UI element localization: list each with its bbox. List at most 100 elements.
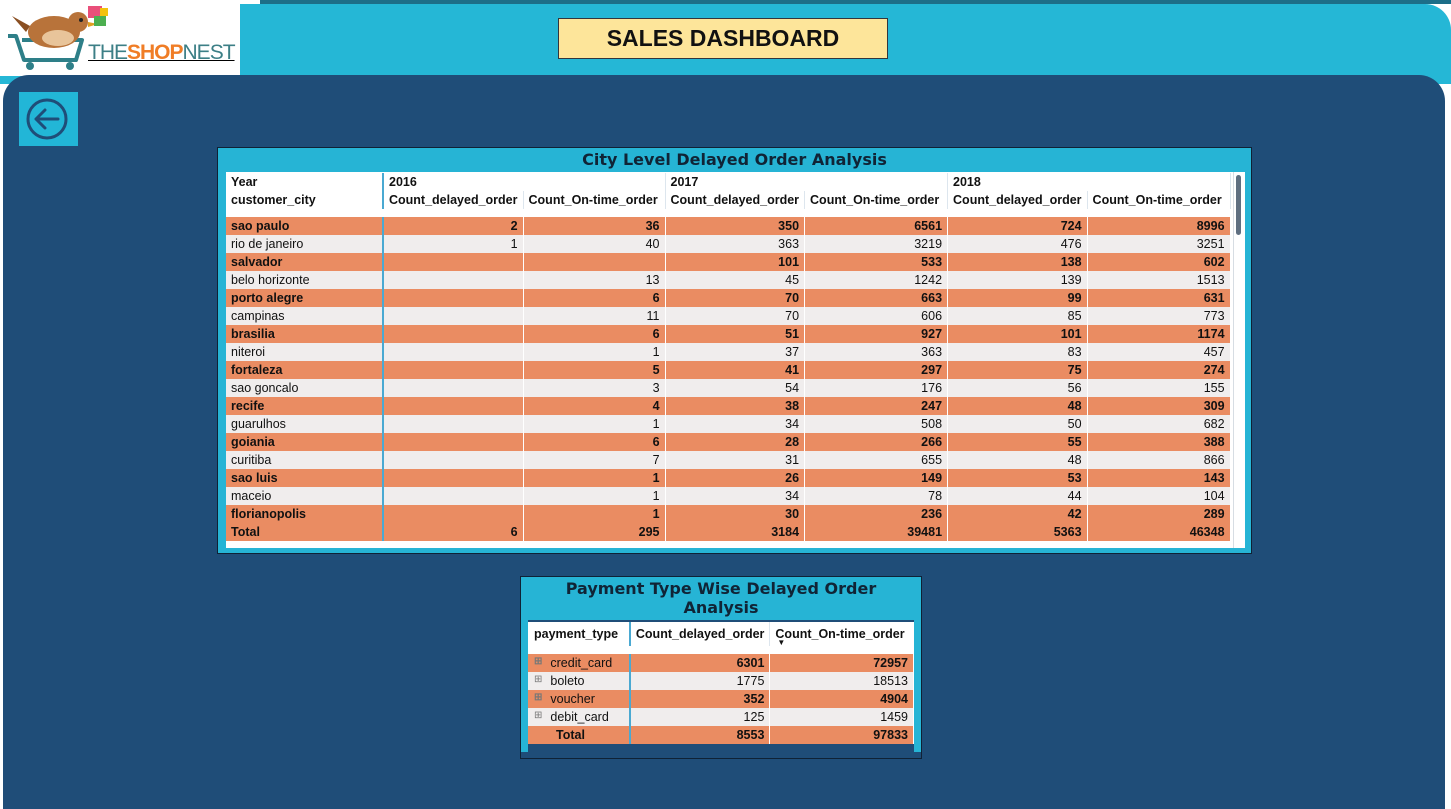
table-row[interactable]: curitiba 7 31 655 48 866 <box>226 451 1231 469</box>
payment-type-header[interactable]: payment_type <box>528 622 631 650</box>
table-row[interactable]: ⊞ debit_card 125 1459 <box>528 708 914 726</box>
value-cell: 236 <box>804 505 949 523</box>
value-cell <box>383 397 524 415</box>
value-cell <box>383 433 524 451</box>
total-label: Total <box>528 726 631 744</box>
value-cell <box>383 361 524 379</box>
value-cell: 41 <box>665 361 806 379</box>
table-row[interactable]: belo horizonte 13 45 1242 139 1513 <box>226 271 1231 289</box>
value-cell: 724 <box>947 213 1088 235</box>
customer-city-header[interactable]: customer_city <box>226 191 384 213</box>
value-cell: 70 <box>665 289 806 307</box>
value-cell <box>383 469 524 487</box>
payment-delayed-order-table-card: Payment Type Wise Delayed Order Analysis… <box>520 576 922 759</box>
year-2016-header[interactable]: 2016 <box>383 173 666 191</box>
top-border <box>260 0 1451 4</box>
col-header-ontime-2018[interactable]: Count_On-time_order <box>1087 191 1231 213</box>
total-value-cell: 39481 <box>804 523 949 541</box>
value-cell: 51 <box>665 325 806 343</box>
back-button[interactable] <box>19 92 78 146</box>
value-cell: 247 <box>804 397 949 415</box>
arrow-left-circle-icon <box>26 98 68 140</box>
value-cell: 138 <box>947 253 1088 271</box>
value-cell: 101 <box>665 253 806 271</box>
table-row[interactable]: sao paulo 2 36 350 6561 724 8996 <box>226 213 1231 235</box>
value-cell: 26 <box>665 469 806 487</box>
value-cell: 56 <box>947 379 1088 397</box>
expand-icon[interactable]: ⊞ <box>534 710 543 721</box>
bird-cart-logo-icon <box>8 6 108 70</box>
table-row[interactable]: sao goncalo 3 54 176 56 155 <box>226 379 1231 397</box>
payment-ontime-header[interactable]: Count_On-time_order ▼ <box>770 622 914 650</box>
value-cell: 352 <box>629 690 771 708</box>
value-cell: 7 <box>523 451 666 469</box>
table-row[interactable]: guarulhos 1 34 508 50 682 <box>226 415 1231 433</box>
value-cell: 457 <box>1087 343 1231 361</box>
table-row[interactable]: ⊞ boleto 1775 18513 <box>528 672 914 690</box>
table-row[interactable]: ⊞ credit_card 6301 72957 <box>528 650 914 672</box>
col-header-delayed-2018[interactable]: Count_delayed_order <box>947 191 1088 213</box>
payment-table-title: Payment Type Wise Delayed Order Analysis <box>521 577 921 620</box>
vertical-scrollbar[interactable] <box>1233 172 1243 548</box>
value-cell: 30 <box>665 505 806 523</box>
expand-icon[interactable]: ⊞ <box>534 674 543 685</box>
table-row[interactable]: goiania 6 28 266 55 388 <box>226 433 1231 451</box>
value-cell <box>383 451 524 469</box>
value-cell: 6561 <box>804 213 949 235</box>
expand-icon[interactable]: ⊞ <box>534 656 543 667</box>
value-cell: 72957 <box>769 650 914 672</box>
value-cell: 6 <box>523 325 666 343</box>
value-cell: 682 <box>1087 415 1231 433</box>
expand-icon[interactable]: ⊞ <box>534 692 543 703</box>
total-value-cell: 5363 <box>947 523 1088 541</box>
table-row[interactable]: maceio 1 34 78 44 104 <box>226 487 1231 505</box>
city-name-cell: maceio <box>226 487 384 505</box>
col-header-delayed-2017[interactable]: Count_delayed_order <box>665 191 806 213</box>
value-cell: 1775 <box>629 672 771 690</box>
value-cell: 3 <box>523 379 666 397</box>
table-row[interactable]: brasilia 6 51 927 101 1174 <box>226 325 1231 343</box>
value-cell: 606 <box>804 307 949 325</box>
year-2017-header[interactable]: 2017 <box>665 173 949 191</box>
sort-descending-icon[interactable]: ▼ <box>777 638 786 647</box>
table-row[interactable]: salvador 101 533 138 602 <box>226 253 1231 271</box>
col-header-ontime-2017[interactable]: Count_On-time_order <box>804 191 949 213</box>
value-cell: 176 <box>804 379 949 397</box>
col-header-ontime-2016[interactable]: Count_On-time_order <box>523 191 666 213</box>
total-value-cell: 295 <box>523 523 666 541</box>
table-row[interactable]: rio de janeiro 1 40 363 3219 476 3251 <box>226 235 1231 253</box>
city-name-cell: brasilia <box>226 325 384 343</box>
table-row[interactable]: ⊞ voucher 352 4904 <box>528 690 914 708</box>
payment-delayed-header[interactable]: Count_delayed_order <box>629 622 771 650</box>
city-name-cell: goiania <box>226 433 384 451</box>
value-cell: 4 <box>523 397 666 415</box>
col-header-delayed-2016[interactable]: Count_delayed_order <box>383 191 524 213</box>
table-row[interactable]: recife 4 38 247 48 309 <box>226 397 1231 415</box>
value-cell: 104 <box>1087 487 1231 505</box>
table-row[interactable]: porto alegre 6 70 663 99 631 <box>226 289 1231 307</box>
value-cell: 533 <box>804 253 949 271</box>
city-name-cell: recife <box>226 397 384 415</box>
table-row[interactable]: niteroi 1 37 363 83 457 <box>226 343 1231 361</box>
total-value-cell: 3184 <box>665 523 806 541</box>
value-cell: 83 <box>947 343 1088 361</box>
value-cell: 1 <box>523 415 666 433</box>
value-cell: 45 <box>665 271 806 289</box>
scrollbar-thumb[interactable] <box>1236 175 1241 235</box>
table-row[interactable]: fortaleza 5 41 297 75 274 <box>226 361 1231 379</box>
value-cell: 3219 <box>804 235 949 253</box>
table-row[interactable]: florianopolis 1 30 236 42 289 <box>226 505 1231 523</box>
value-cell: 85 <box>947 307 1088 325</box>
value-cell: 70 <box>665 307 806 325</box>
value-cell: 101 <box>947 325 1088 343</box>
city-name-cell: fortaleza <box>226 361 384 379</box>
table-row[interactable]: campinas 11 70 606 85 773 <box>226 307 1231 325</box>
value-cell: 40 <box>523 235 666 253</box>
city-name-cell: porto alegre <box>226 289 384 307</box>
year-2018-header[interactable]: 2018 <box>947 173 1231 191</box>
table-row[interactable]: sao luis 1 26 149 53 143 <box>226 469 1231 487</box>
value-cell: 773 <box>1087 307 1231 325</box>
value-cell: 5 <box>523 361 666 379</box>
total-row: Total 8553 97833 <box>528 726 914 744</box>
value-cell: 34 <box>665 487 806 505</box>
